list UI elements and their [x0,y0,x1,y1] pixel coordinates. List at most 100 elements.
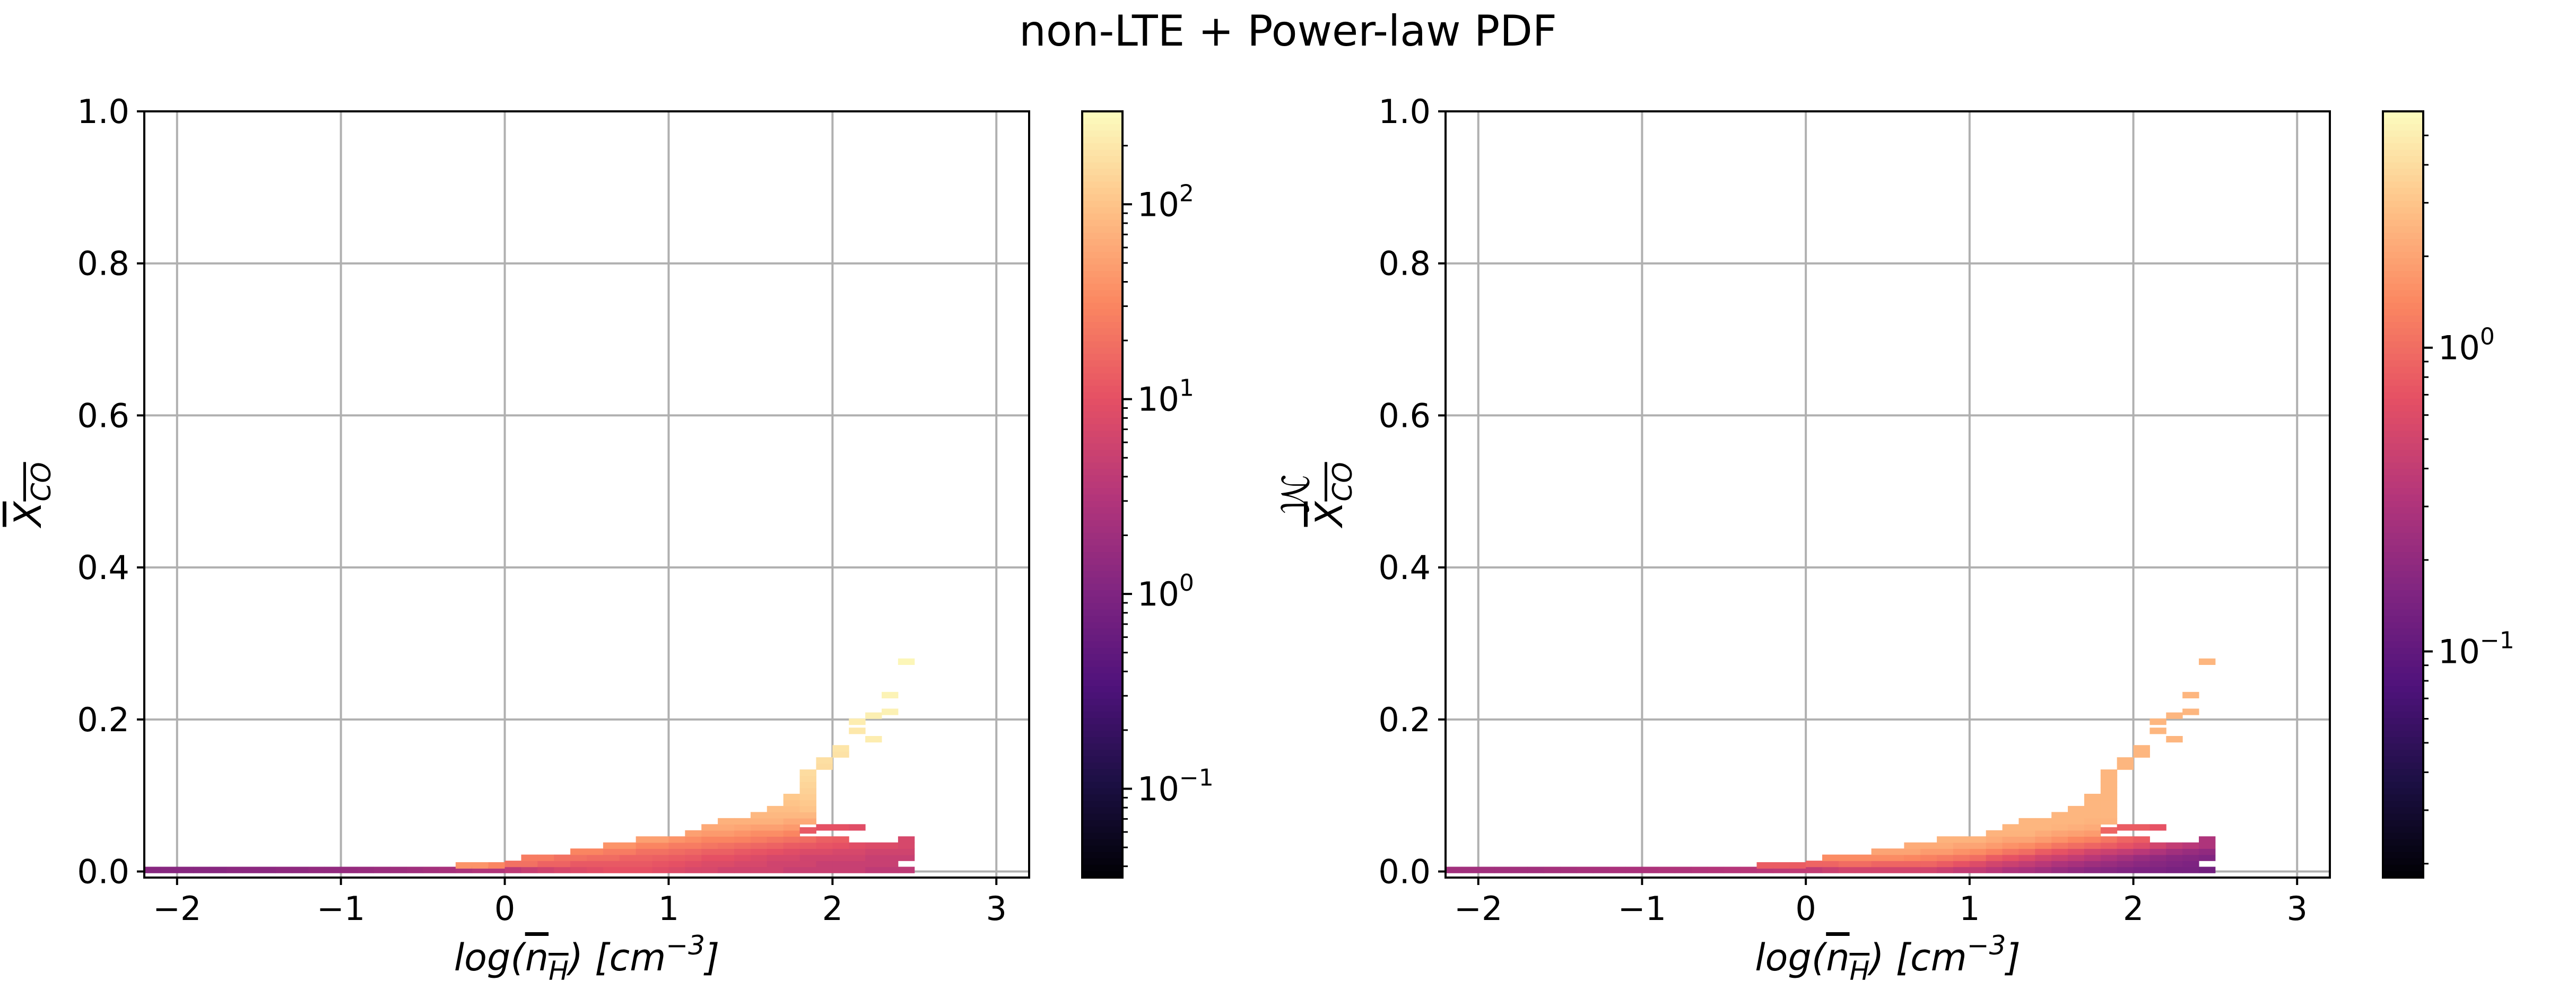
heatmap-cell [2018,818,2035,825]
colorbar-segment [2383,462,2423,470]
heatmap-cell [849,866,866,873]
heatmap-cell [2051,854,2068,861]
heatmap-cell [882,848,899,855]
heatmap-cell [2100,769,2118,776]
colorbar-segment [2383,826,2423,834]
colorbar-segment [2383,788,2423,795]
heatmap-cell [2002,824,2019,831]
heatmap-cell [636,848,653,855]
colorbar-segment [2383,507,2423,514]
colorbar-segment [2383,756,2423,764]
heatmap-cell [1937,836,1954,843]
heatmap-cell [2133,745,2150,752]
heatmap-cell [308,866,325,873]
heatmap-cell [2035,830,2052,837]
colorbar-segment [1082,481,1122,489]
heatmap-cell [2117,848,2134,855]
heatmap-cell [668,854,685,861]
heatmap-cell [799,782,816,788]
heatmap-cell [832,824,849,831]
heatmap-cell [734,854,751,861]
colorbar-segment [1082,245,1122,252]
colorbar-segment [1082,328,1122,336]
heatmap-cell [832,745,849,752]
heatmap-cell [587,866,604,873]
colorbar-segment [1082,226,1122,233]
heatmap-cell [2018,836,2035,843]
heatmap-cells [144,658,915,873]
heatmap-cell [2068,805,2085,813]
colorbar-segment [2383,711,2423,718]
heatmap-cell [1822,861,1839,867]
heatmap-cell [242,866,259,873]
colorbar-segment [2383,239,2423,246]
heatmap-cell [750,854,768,861]
heatmap-cell [2100,854,2118,861]
heatmap-cell [1789,862,1806,869]
heatmap-cell [767,848,784,855]
heatmap-cell [652,866,669,873]
heatmap-cell [2084,824,2101,831]
y-tick-label: 0.0 [77,853,129,891]
heatmap-cell [2133,751,2150,758]
heatmap-cell [537,854,554,861]
heatmap-cell [455,862,473,869]
heatmap-cell [1986,830,2003,837]
heatmap-cell [718,854,735,861]
heatmap-cell [865,854,882,861]
colorbar-segment [2383,564,2423,572]
x-tick-label: −2 [153,889,201,928]
heatmap-cell [275,866,292,873]
colorbar-segment [1082,494,1122,502]
colorbar-segment [2383,845,2423,853]
heatmap-cell [783,805,800,813]
colorbar-segment [1082,603,1122,610]
colorbar-tick-label: 100 [2438,323,2495,367]
left-panel: −2 −1 0 1 2 3 0.0 0.2 0.4 0.6 0.8 1.0 log(nH) [cm−3]… [6,92,1316,986]
heatmap-cell [2018,842,2035,849]
x-tick-label: 0 [494,889,515,928]
heatmap-cell [2018,866,2035,873]
heatmap-cell [2100,775,2118,782]
colorbar-segment [2383,641,2423,649]
colorbar-segment [1082,705,1122,712]
colorbar-segment [1082,265,1122,271]
heatmap-cell [783,854,800,861]
heatmap-cell [750,866,768,873]
heatmap-cell [2100,848,2118,855]
colorbar-segment [1082,379,1122,387]
heatmap-cell [799,842,816,849]
colorbar-segment [2383,284,2423,291]
colorbar-segment [1082,316,1122,323]
colorbar-segment [1082,743,1122,750]
heatmap-cell [2068,830,2085,837]
heatmap-cell [1904,848,1921,855]
heatmap-cell [2149,718,2166,725]
heatmap-cell [1986,836,2003,843]
colorbar-segment [1082,532,1122,540]
heatmap-cell [799,812,816,819]
heatmap-cell [587,861,604,867]
heatmap-cell [554,866,571,873]
colorbar-segment [1082,654,1122,661]
colorbar-segment [2383,392,2423,399]
heatmap-cell [2166,736,2183,743]
heatmap-cell [1675,866,1692,873]
heatmap-cell [734,848,751,855]
heatmap-cell [1986,861,2003,867]
heatmap-cell [734,861,751,867]
colorbar-segment [2383,705,2423,712]
heatmap-cell [472,862,489,869]
heatmap-cell [2133,842,2150,849]
heatmap-cell [701,842,718,849]
colorbar-segment [1082,277,1122,284]
heatmap-cell [2035,854,2052,861]
heatmap-cell [1953,866,1970,873]
colorbar-segment [2383,513,2423,521]
colorbar-segment [1082,143,1122,151]
heatmap-cell [898,842,915,849]
colorbar-segment [2383,750,2423,757]
heatmap-cell [767,854,784,861]
heatmap-cell [2068,818,2085,825]
heatmap-cell [816,824,833,831]
